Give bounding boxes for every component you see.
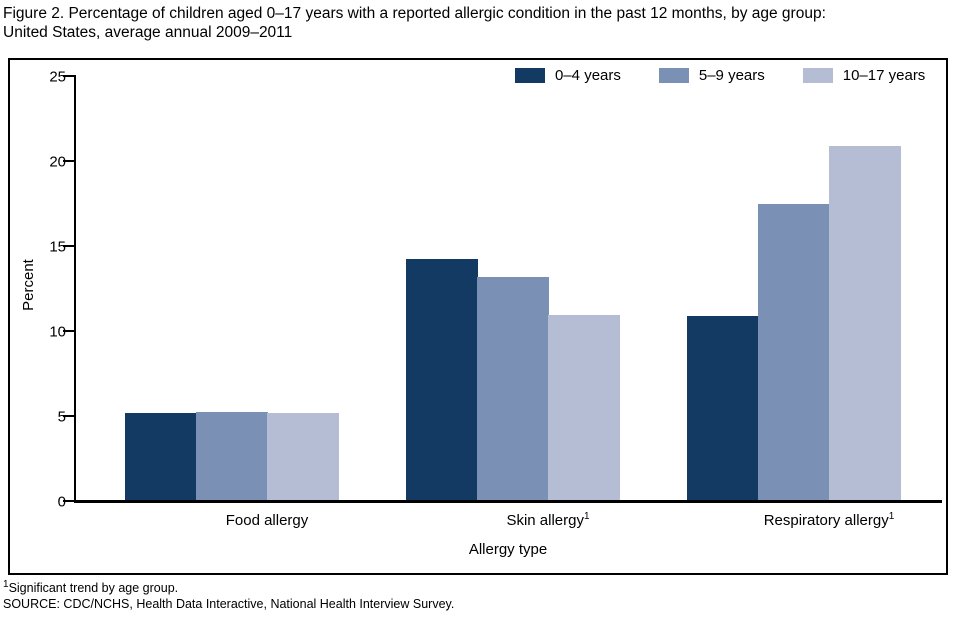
figure-title-line1: Figure 2. Percentage of children aged 0–… [3, 5, 826, 22]
legend-item-5–9-years: 5–9 years [658, 67, 765, 84]
category-label-skin-allergy: Skin allergy1 [438, 511, 658, 530]
figure-title-line2: United States, average annual 2009–2011 [3, 24, 293, 41]
legend: 0–4 years 5–9 years 10–17 years [515, 67, 925, 84]
legend-item-10–17-years: 10–17 years [802, 67, 926, 84]
category-label-superscript: 1 [888, 511, 895, 522]
bar-food-allergy-0–4-years [125, 413, 197, 500]
x-axis-title: Allergy type [468, 541, 548, 558]
bar-respiratory-allergy-5–9-years [758, 204, 830, 500]
category-label-superscript: 1 [583, 511, 590, 522]
bar-food-allergy-5–9-years [196, 412, 268, 500]
y-tick-label-0: 0 [57, 493, 66, 510]
category-label-food-allergy: Food allergy [157, 512, 377, 529]
bar-food-allergy-10–17-years [267, 413, 339, 500]
y-tick-label-25: 25 [49, 68, 66, 85]
legend-item-0–4-years: 0–4 years [515, 67, 621, 84]
y-tick-mark-15 [63, 245, 74, 247]
category-label-text: Respiratory allergy [763, 512, 889, 529]
footnote-text: Significant trend by age group. [8, 581, 179, 595]
legend-label: 10–17 years [842, 67, 926, 84]
y-tick-label-15: 15 [49, 238, 66, 255]
y-axis-line [74, 75, 76, 503]
y-tick-label-5: 5 [57, 408, 66, 425]
bar-skin-allergy-10–17-years [548, 315, 620, 500]
y-tick-mark-20 [63, 160, 74, 162]
footnote-significance: 1Significant trend by age group. [3, 578, 179, 596]
category-label-respiratory-allergy: Respiratory allergy1 [719, 511, 939, 530]
y-tick-mark-25 [63, 75, 74, 77]
x-axis-line [74, 500, 942, 503]
category-label-text: Skin allergy [506, 512, 584, 529]
legend-label: 0–4 years [555, 67, 621, 84]
legend-swatch-icon [802, 68, 833, 83]
bar-respiratory-allergy-0–4-years [687, 316, 759, 500]
figure-title: Figure 2. Percentage of children aged 0–… [3, 4, 955, 42]
category-label-text: Food allergy [225, 512, 309, 529]
footnote-superscript: 1 [3, 578, 9, 590]
y-tick-label-20: 20 [49, 153, 66, 170]
y-tick-mark-5 [63, 415, 74, 417]
legend-label: 5–9 years [698, 67, 765, 84]
legend-swatch-icon [515, 68, 545, 83]
footnote-source: SOURCE: CDC/NCHS, Health Data Interactiv… [3, 597, 455, 611]
bar-skin-allergy-5–9-years [477, 277, 549, 500]
y-tick-mark-10 [63, 330, 74, 332]
bar-skin-allergy-0–4-years [406, 259, 478, 500]
y-tick-mark-0 [63, 500, 74, 502]
y-tick-label-10: 10 [49, 323, 66, 340]
bar-respiratory-allergy-10–17-years [829, 146, 901, 500]
legend-swatch-icon [658, 68, 689, 83]
